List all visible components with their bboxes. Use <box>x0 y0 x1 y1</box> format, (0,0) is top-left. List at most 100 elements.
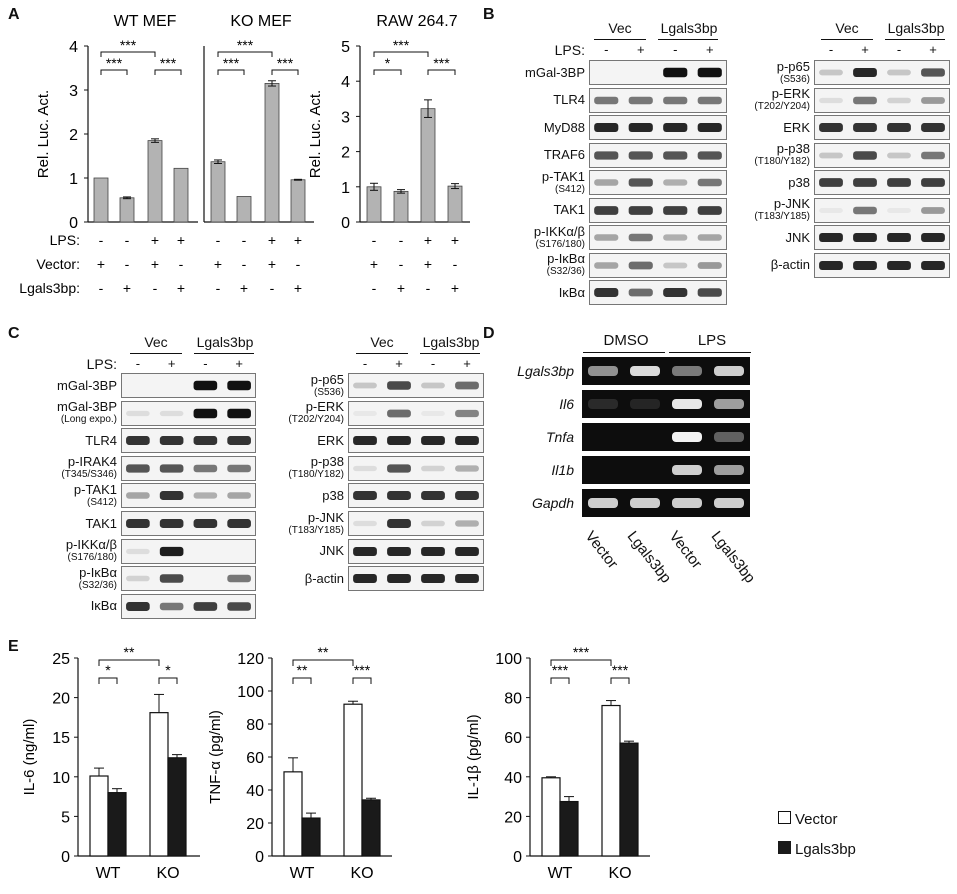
blot-phospho-site: (S32/36) <box>78 579 117 591</box>
blot-strip <box>814 142 950 168</box>
significance-label: * <box>165 662 171 678</box>
blot-label: mGal-3BP <box>525 66 585 79</box>
gel-strip <box>582 423 750 451</box>
header-underline <box>420 353 480 354</box>
blot-label: p-TAK1 (S412) <box>74 483 117 509</box>
band <box>159 519 184 528</box>
blot-strip <box>121 373 256 398</box>
significance-label: *** <box>277 55 294 71</box>
gel-band <box>672 498 702 508</box>
band <box>853 178 877 187</box>
blot-frame <box>814 87 950 113</box>
gel-band <box>714 432 744 442</box>
y-tick-label: 40 <box>504 770 522 787</box>
y-tick-label: 4 <box>69 39 78 56</box>
band <box>594 261 619 269</box>
band <box>697 234 722 241</box>
y-tick-label: 120 <box>237 651 264 668</box>
band <box>853 96 877 104</box>
blot-label: TLR4 <box>553 93 585 106</box>
lps-sign: - <box>203 356 208 371</box>
y-tick-label: 15 <box>52 730 70 747</box>
y-tick-label: 5 <box>341 39 350 56</box>
bar <box>107 792 127 857</box>
legend-label-vector: Vector <box>795 811 838 828</box>
band <box>455 491 479 501</box>
blot-strip <box>589 60 727 85</box>
y-axis-label: IL-6 (ng/ml) <box>21 719 38 796</box>
band <box>421 436 445 446</box>
y-tick-label: 2 <box>69 127 78 144</box>
condition-sign: - <box>153 280 158 296</box>
significance-bracket <box>98 677 118 684</box>
blot-strip <box>814 87 950 113</box>
band <box>353 574 377 584</box>
blot-label: p-IκBα (S32/36) <box>547 252 585 278</box>
blot-label: IκBα <box>91 599 117 612</box>
blot-label: β-actin <box>305 572 344 585</box>
band <box>421 491 445 501</box>
blot-phospho-site: (T183/Y185) <box>288 524 344 536</box>
lps-label: LPS: <box>554 42 585 58</box>
band <box>663 67 688 78</box>
band <box>663 150 688 160</box>
y-tick-label: 80 <box>246 717 264 734</box>
band <box>697 122 722 133</box>
y-tick-label: 3 <box>341 109 350 126</box>
header-underline <box>594 39 646 40</box>
condition-sign: + <box>268 232 276 248</box>
band <box>628 233 653 242</box>
y-tick-label: 20 <box>246 816 264 833</box>
blot-strip <box>589 142 727 168</box>
band <box>159 546 184 556</box>
lps-sign: + <box>463 356 471 371</box>
chart-title: RAW 264.7 <box>376 13 457 30</box>
band <box>353 546 377 556</box>
significance-label: * <box>105 662 111 678</box>
significance-bracket <box>610 677 630 684</box>
band <box>594 96 619 104</box>
panel-label-c: C <box>8 325 20 342</box>
blot-protein-name: TRAF6 <box>543 147 585 162</box>
blot-protein-name: p-IκBα <box>79 564 117 580</box>
band <box>594 150 619 160</box>
significance-label: *** <box>573 644 590 660</box>
band <box>387 464 411 473</box>
blot-strip <box>589 252 727 278</box>
header-vec: Vec <box>370 334 394 350</box>
band <box>819 178 843 187</box>
y-tick-label: 0 <box>69 215 78 232</box>
band <box>227 464 251 473</box>
blot-label: p-IκBα (S32/36) <box>79 566 117 592</box>
y-tick-label: 0 <box>513 849 522 866</box>
blot-label: p-TAK1 (S412) <box>542 170 585 196</box>
panel-label-b: B <box>483 6 495 23</box>
y-tick-label: 100 <box>237 684 264 701</box>
band <box>193 601 218 611</box>
band <box>887 97 911 103</box>
gel-band <box>672 366 702 376</box>
band <box>819 97 843 103</box>
y-tick-label: 1 <box>341 180 350 197</box>
band <box>628 96 653 104</box>
lane-label: Vector <box>665 528 706 572</box>
blot-strip <box>814 170 950 195</box>
header-underline <box>658 39 718 40</box>
gel-strip <box>582 390 750 418</box>
gel-band <box>714 366 744 376</box>
blot-phospho-site: (T183/Y185) <box>754 211 810 222</box>
band <box>853 123 877 132</box>
significance-bracket <box>292 659 354 666</box>
x-tick-label: WT <box>290 865 315 882</box>
y-tick-label: 60 <box>246 750 264 767</box>
band <box>421 410 445 416</box>
blot-protein-name: p-p65 <box>310 371 344 387</box>
y-tick-label: 3 <box>69 83 78 100</box>
significance-label: ** <box>318 644 329 660</box>
legend-item-lgals3bp: Lgals3bp <box>778 835 856 865</box>
blot-label: ERK <box>783 121 810 134</box>
blot-strip <box>121 511 256 536</box>
blot-label: JNK <box>319 544 344 557</box>
